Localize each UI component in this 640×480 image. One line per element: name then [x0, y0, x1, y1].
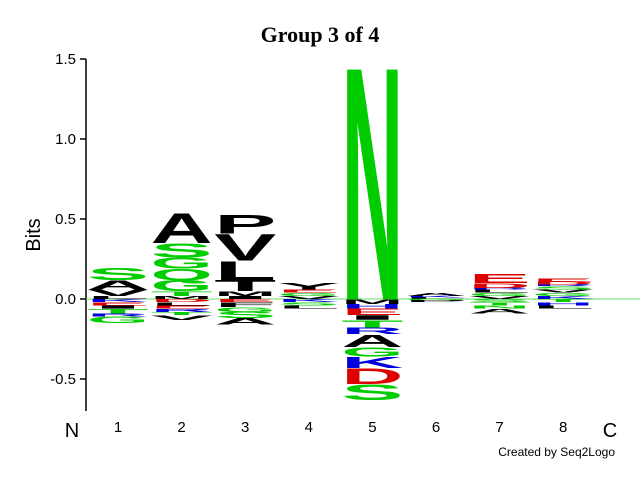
logo-letter: D	[469, 282, 531, 289]
x-tick-label: 7	[495, 419, 503, 436]
logo-letter: A	[405, 292, 467, 297]
logo-letter: V	[532, 289, 594, 294]
logo-letter: G	[214, 306, 276, 313]
logo-letter: P	[405, 300, 467, 302]
logo-letter: E	[214, 298, 276, 303]
logo-letter: L	[278, 305, 340, 310]
logo-letter: H	[532, 301, 594, 306]
logo-letter: M	[214, 290, 276, 297]
logo-letter: A	[87, 277, 149, 292]
logo-letter: M	[341, 298, 403, 305]
logo-letter: I	[341, 314, 403, 321]
logo-letter: Q	[151, 266, 213, 283]
credit: Created by Seq2Logo	[498, 445, 615, 459]
logo-letter: L	[405, 297, 467, 299]
logo-letter: N	[469, 305, 531, 310]
logo-letter: G	[278, 292, 340, 297]
logo-letter: V	[278, 295, 340, 300]
x-tick-label: 1	[114, 419, 122, 436]
logo-letter: G	[532, 292, 594, 297]
logo-letter: R	[532, 284, 594, 286]
logo-letter: S	[87, 264, 149, 284]
x-tick-label: 4	[305, 419, 313, 436]
logo-letter: A	[151, 206, 213, 253]
logo-letter: T	[341, 318, 403, 330]
logo-letter: G	[341, 345, 403, 360]
logo-letter: S	[469, 298, 531, 303]
logo-letter: S	[151, 240, 213, 262]
logo-letter: G	[405, 299, 467, 301]
logo-letter: G	[469, 292, 531, 297]
y-tick-label: 0.5	[55, 211, 76, 228]
logo-letter: T	[214, 277, 276, 294]
logo-letter: E	[341, 307, 403, 317]
c-terminus-label: C	[603, 420, 617, 442]
logo-letter: S	[278, 301, 340, 306]
logo-letter: A	[469, 307, 531, 314]
logo-letter: D	[532, 281, 594, 286]
logo-letter: T	[87, 307, 149, 314]
logo-letter: V	[214, 227, 276, 269]
logo-letter: V	[469, 295, 531, 300]
logo-letter: V	[87, 288, 149, 298]
logo-letter: E	[151, 305, 213, 310]
logo-letter: S	[341, 380, 403, 405]
x-tick-label: 8	[559, 419, 567, 436]
logo-letter: I	[214, 295, 276, 300]
logo-letter: L	[214, 256, 276, 286]
y-tick-label: 1.5	[55, 51, 76, 68]
logo-letter: A	[214, 317, 276, 327]
logo-letter: L	[532, 305, 594, 310]
x-tick-label: 5	[368, 419, 376, 436]
logo-letter: M	[151, 295, 213, 300]
logo-letter: P	[214, 209, 276, 239]
logo-letter: T	[469, 301, 531, 306]
logo-letter: V	[151, 314, 213, 321]
logo-letter: S	[214, 310, 276, 320]
y-tick-label: -0.5	[50, 371, 76, 388]
logo-letter: T	[151, 290, 213, 297]
logo-letter: S	[532, 285, 594, 290]
logo-letter: G	[151, 277, 213, 294]
logo-letter: D	[341, 364, 403, 389]
logo-letter: K	[341, 354, 403, 371]
logo-letter: T	[532, 298, 594, 303]
logo-letter: K	[532, 295, 594, 300]
y-tick-label: 1.0	[55, 131, 76, 148]
logo-letter: F	[214, 301, 276, 308]
x-tick-label: 2	[177, 419, 185, 436]
logo-letter: E	[87, 301, 149, 306]
logo-letter: T	[151, 311, 213, 316]
logo-letter: K	[87, 298, 149, 303]
logo-letter: K	[405, 295, 467, 297]
logo-letter: G	[151, 255, 213, 272]
logo-letter: R	[87, 313, 149, 318]
logo-letter: H	[341, 303, 403, 310]
logo-letter: D	[151, 298, 213, 303]
logo-letter: I	[87, 305, 149, 310]
logo-letter: K	[278, 298, 340, 303]
x-tick-label: 3	[241, 419, 249, 436]
logo-letter: L	[469, 289, 531, 294]
logo-letter: N	[341, 0, 403, 371]
logo-letter: E	[278, 289, 340, 294]
logo-letter: R	[151, 308, 213, 313]
chart-title: Group 3 of 4	[261, 22, 380, 47]
logo-letter: E	[532, 277, 594, 282]
logo-letter: R	[341, 326, 403, 336]
n-terminus-label: N	[65, 420, 79, 442]
x-tick-label: 6	[432, 419, 440, 436]
y-tick-label: 0.0	[55, 291, 76, 308]
logo-letter: A	[341, 331, 403, 351]
logo-letter: Y	[278, 282, 340, 292]
logo-letter: L	[87, 295, 149, 300]
logo-letter: G	[87, 315, 149, 325]
logo-letter: R	[469, 287, 531, 289]
logo-letter: L	[151, 301, 213, 306]
y-axis-label: Bits	[23, 218, 45, 251]
logo-letter: E	[469, 271, 531, 286]
